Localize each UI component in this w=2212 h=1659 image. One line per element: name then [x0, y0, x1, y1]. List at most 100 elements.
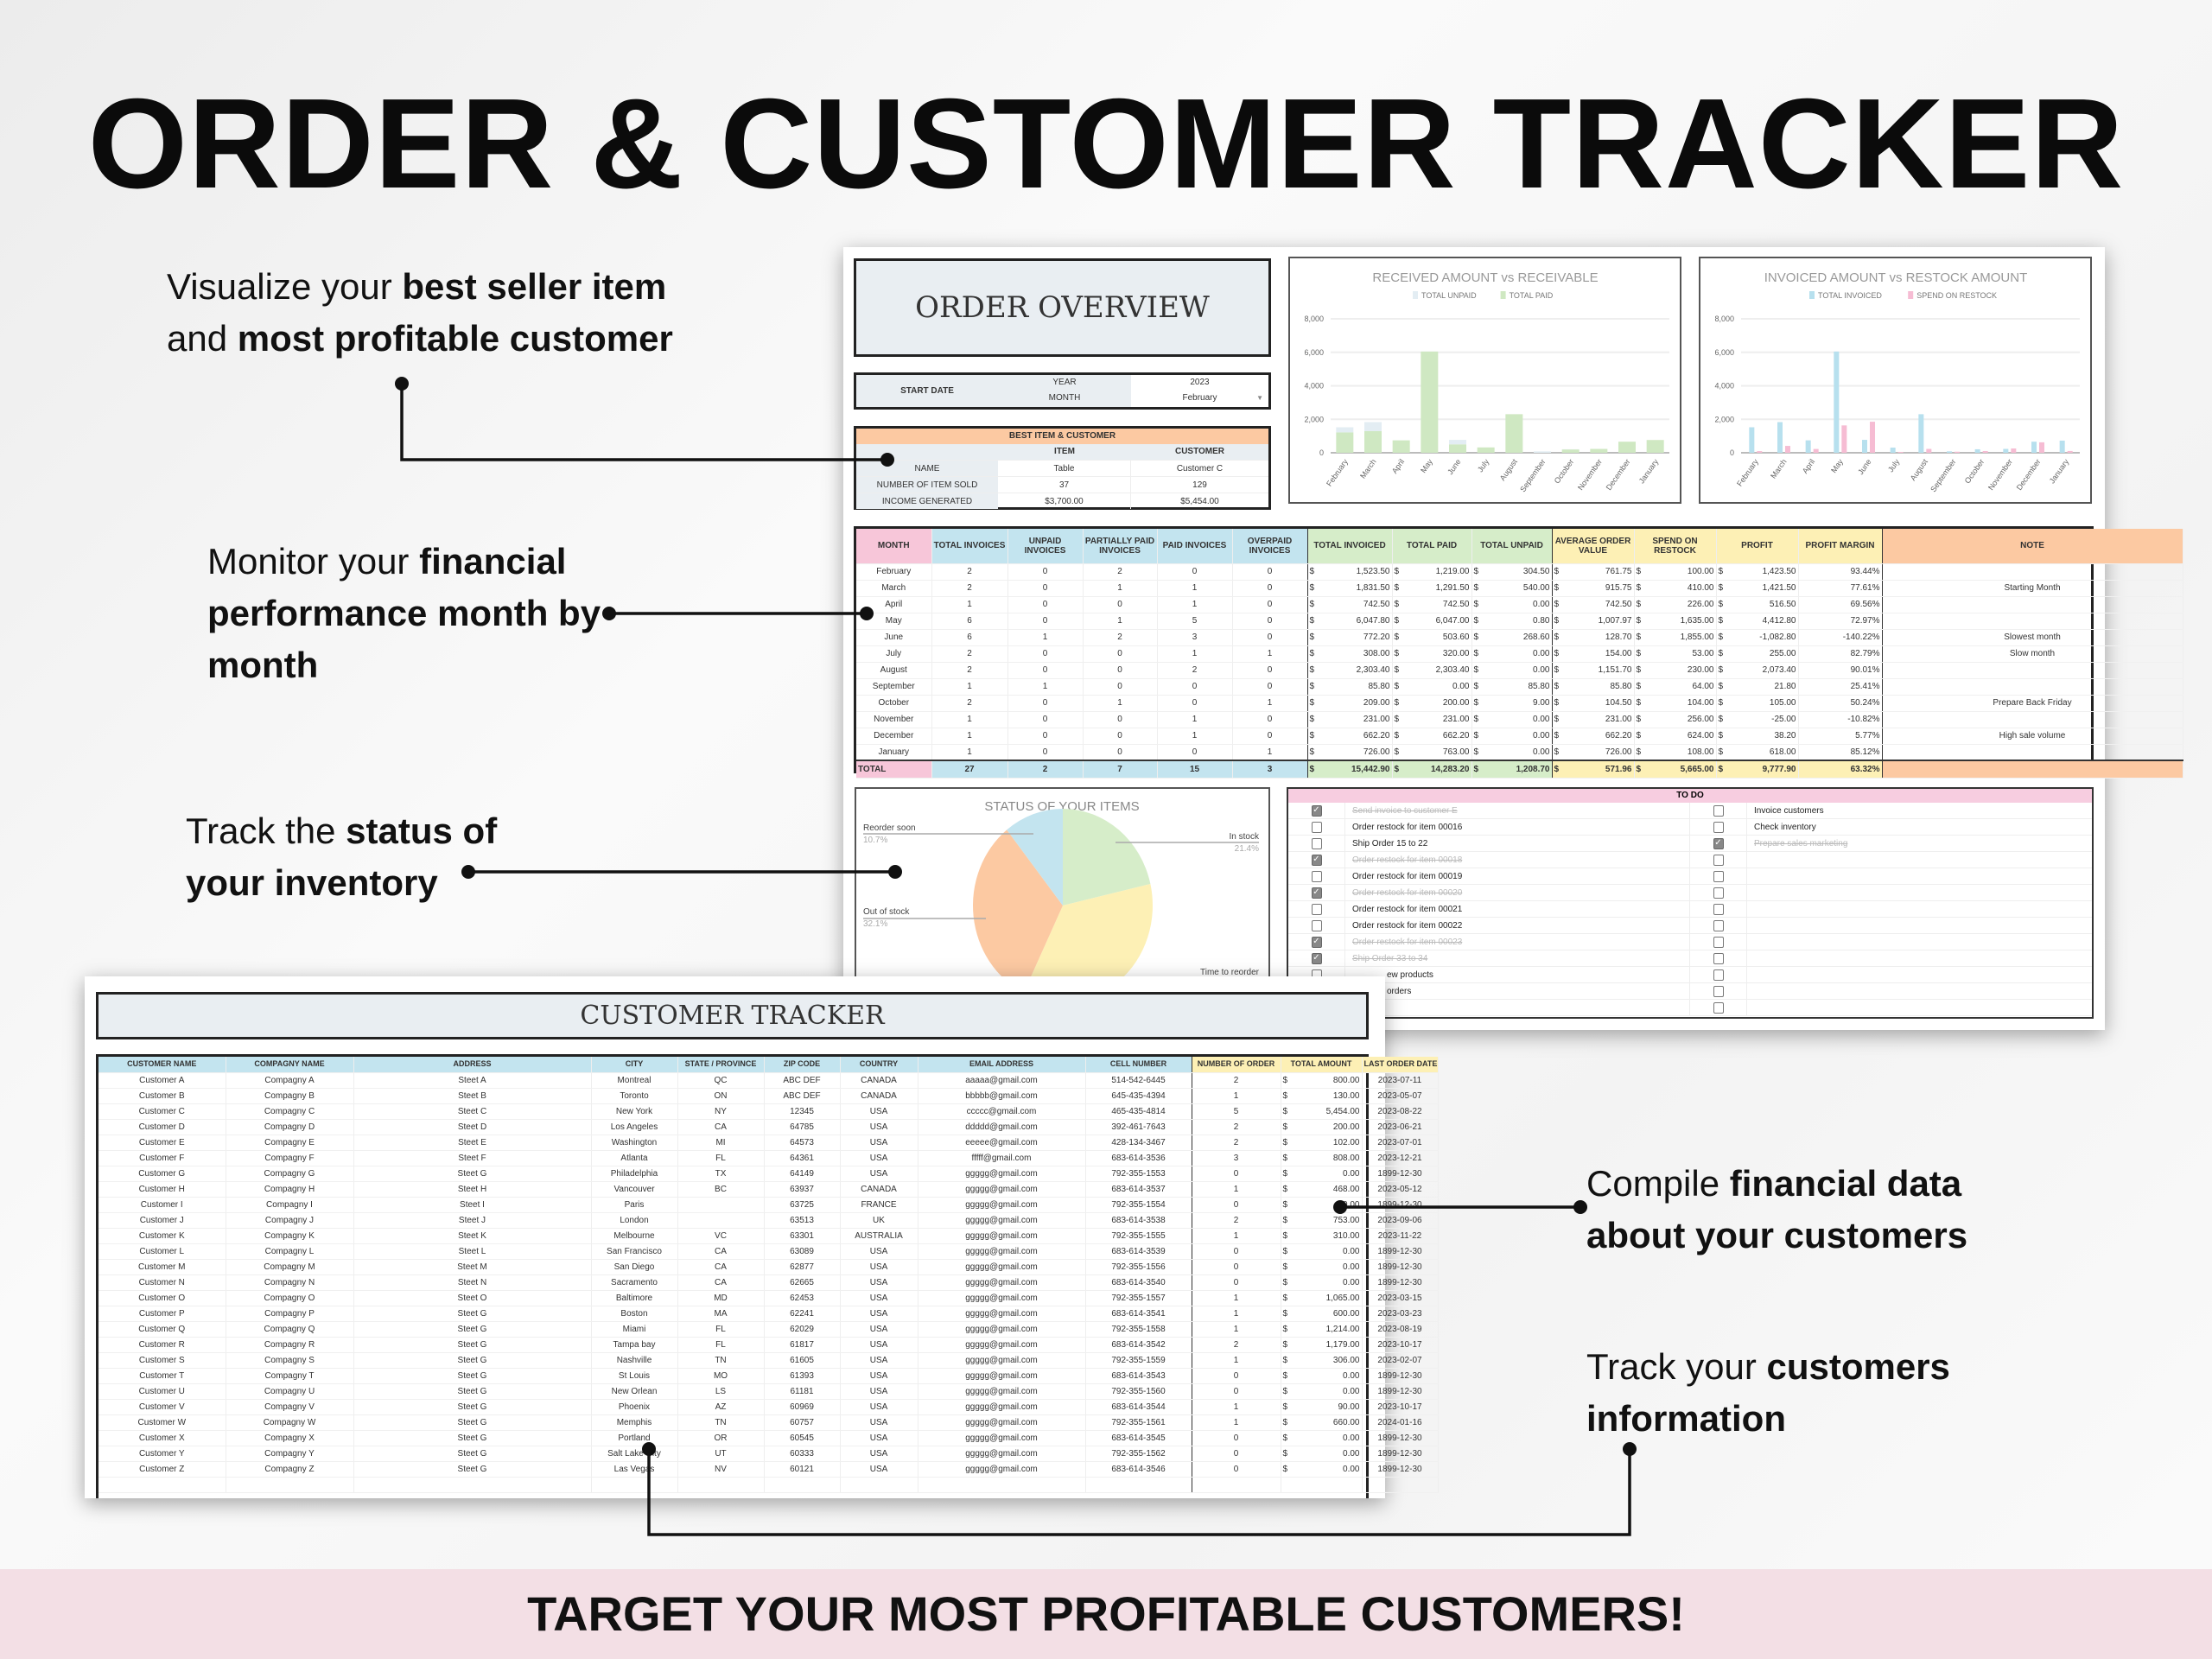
- x-tick-label: October: [1963, 457, 1986, 485]
- month-select[interactable]: February ▼: [1131, 391, 1268, 406]
- checkbox[interactable]: [1690, 885, 1747, 900]
- table-cell: BC: [677, 1181, 765, 1198]
- table-cell: 2023-07-11: [1362, 1072, 1439, 1089]
- table-cell: $540.00: [1471, 580, 1553, 597]
- x-tick-label: May: [1419, 457, 1434, 474]
- currency-symbol: $: [1282, 1277, 1288, 1287]
- checkbox[interactable]: [1690, 918, 1747, 933]
- table-cell: 61817: [764, 1337, 841, 1353]
- pie-percent: 10.7%: [863, 836, 887, 845]
- table-cell: Customer I: [99, 1197, 226, 1213]
- customer-value: Customer C: [1176, 464, 1224, 474]
- table-cell: Compagny D: [226, 1119, 354, 1135]
- table-cell: 683-614-3540: [1085, 1274, 1192, 1291]
- checkbox[interactable]: [1288, 868, 1345, 884]
- table-cell: 1: [1157, 728, 1233, 745]
- table-cell: ggggg@gmail.com: [918, 1337, 1086, 1353]
- table-cell: 93.44%: [1798, 563, 1883, 581]
- checkbox[interactable]: [1690, 1000, 1747, 1015]
- x-tick-label: February: [1325, 457, 1350, 488]
- table-cell: $85.80: [1552, 678, 1635, 696]
- table-row: July 2 0 0 1 1 $308.00 $320.00 $0.00 $154.00 $53.0…: [856, 645, 2183, 663]
- column-header: EMAIL ADDRESS: [918, 1057, 1086, 1073]
- currency-symbol: $: [1282, 1262, 1288, 1272]
- money-cell: $0.00: [1474, 715, 1550, 724]
- money-cell: $209.00: [1310, 698, 1390, 708]
- customer-table: CUSTOMER NAME COMPAGNY NAME ADDRESS CITY STA…: [96, 1054, 1439, 1498]
- checkbox[interactable]: [1288, 901, 1345, 917]
- checkbox[interactable]: ✓: [1690, 836, 1747, 851]
- table-cell: 0: [1192, 1446, 1281, 1462]
- table-cell: 0: [1192, 1166, 1281, 1182]
- checkbox[interactable]: ✓: [1288, 934, 1345, 950]
- checkbox[interactable]: [1690, 967, 1747, 982]
- table-cell: 69.56%: [1798, 596, 1883, 613]
- column-header: TOTAL PAID: [1392, 529, 1472, 564]
- table-cell: [353, 1477, 592, 1493]
- checkbox[interactable]: ✓: [1288, 885, 1345, 900]
- checkbox[interactable]: ✓: [1288, 803, 1345, 818]
- checkbox[interactable]: [1690, 819, 1747, 835]
- legend-label: TOTAL PAID: [1510, 291, 1554, 300]
- table-cell: $915.75: [1552, 580, 1635, 597]
- table-cell: 0: [1083, 645, 1158, 663]
- checkbox[interactable]: [1690, 868, 1747, 884]
- year-value[interactable]: 2023: [1190, 378, 1210, 387]
- table-cell: 792-355-1557: [1085, 1290, 1192, 1306]
- bar: [1392, 440, 1410, 453]
- checkbox[interactable]: [1690, 934, 1747, 950]
- chart-title: STATUS OF YOUR ITEMS: [984, 799, 1139, 814]
- checkbox[interactable]: [1288, 836, 1345, 851]
- amount: 105.00: [1769, 698, 1796, 708]
- customer-row: Customer I Compagny I Steet I Paris 63725 FRA…: [99, 1197, 1439, 1213]
- table-cell: 2023-07-01: [1362, 1135, 1439, 1151]
- table-cell: ggggg@gmail.com: [918, 1368, 1086, 1384]
- amount: 256.00: [1687, 715, 1714, 724]
- amount: 104.50: [1605, 698, 1632, 708]
- table-cell: $9,777.90: [1716, 760, 1799, 779]
- table-cell: [677, 1477, 765, 1493]
- table-cell: 85.12%: [1798, 744, 1883, 761]
- money-cell: $726.00: [1554, 747, 1632, 757]
- table-cell: Compagny E: [226, 1135, 354, 1151]
- table-cell: $1,855.00: [1634, 629, 1717, 646]
- table-cell: 1: [1192, 1228, 1281, 1244]
- table-cell: 683-614-3544: [1085, 1399, 1192, 1415]
- table-cell: 1: [931, 711, 1008, 728]
- checkbox[interactable]: [1690, 950, 1747, 966]
- checkbox[interactable]: ✓: [1288, 950, 1345, 966]
- checkbox[interactable]: [1690, 852, 1747, 868]
- money-cell: $618.00: [1719, 747, 1796, 757]
- total-row: TOTAL 27 2 7 15 3 $15,442.90 $14,283.20 $1,208.7…: [856, 760, 2183, 779]
- table-cell: Slowest month: [1882, 629, 2183, 646]
- bar: [1918, 414, 1924, 453]
- currency-symbol: $: [1309, 567, 1315, 576]
- customer-row: Customer O Compagny O Steet O Baltimore MD 62…: [99, 1290, 1439, 1306]
- currency-symbol: $: [1718, 715, 1724, 724]
- table-cell: Steet A: [353, 1072, 592, 1089]
- money-cell: $1,855.00: [1637, 632, 1714, 642]
- checkbox[interactable]: ✓: [1288, 852, 1345, 868]
- currency-symbol: $: [1473, 747, 1479, 757]
- money-cell: $128.70: [1554, 632, 1632, 642]
- table-cell: $662.20: [1552, 728, 1635, 745]
- currency-symbol: $: [1473, 600, 1479, 609]
- currency-symbol: $: [1282, 1137, 1288, 1147]
- table-cell: $310.00: [1281, 1228, 1363, 1244]
- checkbox[interactable]: [1690, 983, 1747, 999]
- checkbox[interactable]: [1690, 803, 1747, 818]
- table-cell: Customer M: [99, 1259, 226, 1275]
- checkbox[interactable]: [1690, 901, 1747, 917]
- annotation-bold: best seller item: [402, 266, 667, 307]
- checkbox[interactable]: [1288, 918, 1345, 933]
- x-tick-label: July: [1886, 457, 1902, 474]
- amount: 808.00: [1332, 1153, 1360, 1163]
- checkbox[interactable]: [1288, 819, 1345, 835]
- money-cell: $102.00: [1283, 1138, 1360, 1147]
- amount: 660.00: [1332, 1417, 1360, 1427]
- table-cell: [918, 1477, 1086, 1493]
- money-cell: $0.00: [1474, 665, 1550, 675]
- table-cell: 514-542-6445: [1085, 1072, 1192, 1089]
- table-cell: [1882, 662, 2183, 679]
- table-cell: 792-355-1561: [1085, 1414, 1192, 1431]
